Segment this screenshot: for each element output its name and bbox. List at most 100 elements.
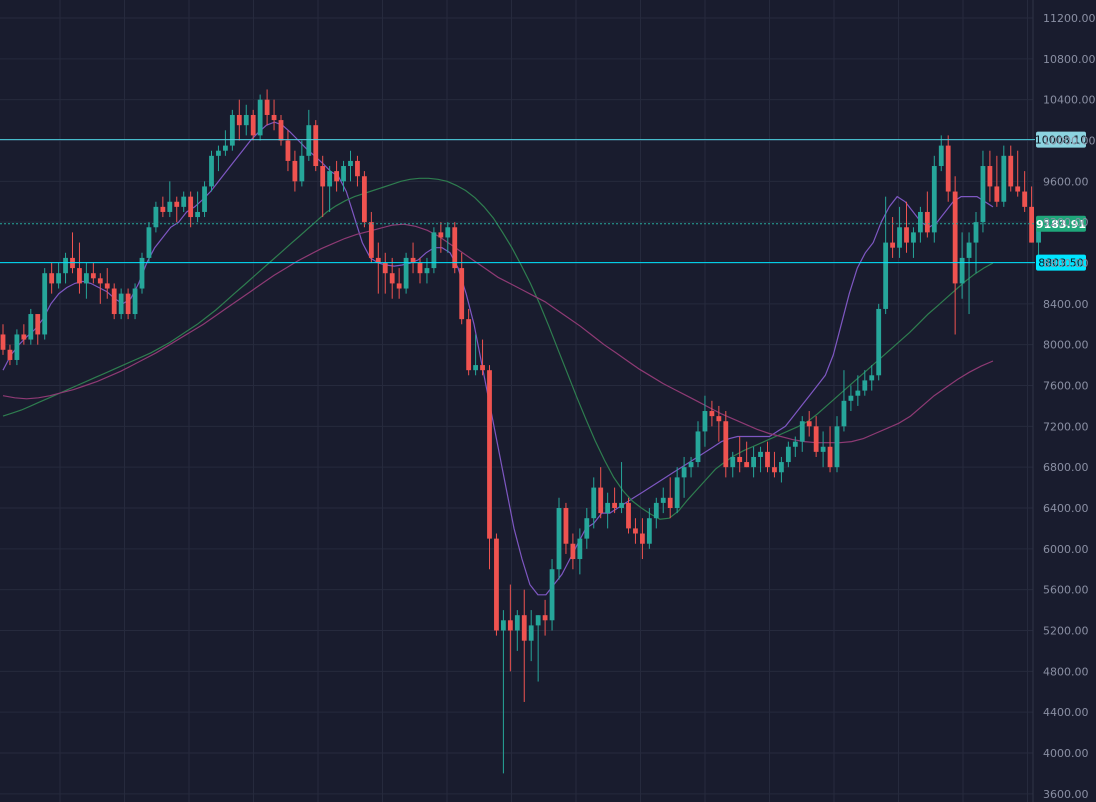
candle-body <box>264 99 270 115</box>
candle <box>362 171 367 228</box>
candle-body <box>160 206 166 212</box>
candle <box>334 160 339 192</box>
candle <box>445 222 451 253</box>
candle-body <box>549 569 555 621</box>
price-tick-label: 6800.00 <box>1043 461 1089 474</box>
candle <box>160 196 166 218</box>
candle <box>181 191 187 212</box>
price-tick-label: 7200.00 <box>1043 420 1089 433</box>
price-tick-label: 5600.00 <box>1043 584 1089 597</box>
candle <box>619 462 624 514</box>
candle <box>368 211 374 263</box>
candle <box>285 130 291 172</box>
candle-body <box>1015 186 1021 192</box>
candle-body <box>452 227 458 269</box>
candlestick-series <box>0 89 1041 774</box>
candle-body <box>772 467 777 473</box>
candle <box>146 222 152 263</box>
candle-body <box>466 319 472 371</box>
candle-body <box>633 528 638 534</box>
candle <box>306 109 312 161</box>
candle-body <box>855 390 861 396</box>
candle <box>834 416 840 473</box>
candle-body <box>348 160 353 167</box>
candle-body <box>653 502 659 519</box>
candle-body <box>285 140 291 161</box>
candle-body <box>924 211 930 233</box>
candle <box>605 492 611 529</box>
candle <box>563 502 569 554</box>
candle <box>535 615 541 682</box>
candle-body <box>118 293 124 315</box>
candle <box>674 467 680 514</box>
candle <box>514 610 520 651</box>
candle-body <box>0 334 6 350</box>
candle-body <box>146 227 152 258</box>
candle <box>271 99 277 131</box>
candle-body <box>341 166 346 182</box>
candle-body <box>42 273 48 335</box>
moving-average-line-3 <box>2 223 994 444</box>
candle <box>779 456 784 483</box>
candle <box>897 206 902 258</box>
candle <box>410 242 416 274</box>
candle <box>1001 145 1007 207</box>
candle-body <box>417 263 423 274</box>
candle-body <box>514 615 520 631</box>
candle-body <box>271 114 277 121</box>
candle-body <box>758 451 763 457</box>
candle <box>202 181 207 218</box>
candle-body <box>403 257 409 289</box>
candle <box>139 252 145 294</box>
candle-body <box>202 186 207 212</box>
candle-body <box>438 232 444 238</box>
candle <box>772 451 777 478</box>
candle <box>612 487 617 514</box>
candle <box>1008 145 1014 192</box>
candle-body <box>1022 191 1028 207</box>
candle-body <box>911 232 916 243</box>
candle-body <box>501 620 506 631</box>
candle-body <box>97 278 103 284</box>
candle-body <box>945 145 951 192</box>
candle-body <box>716 416 722 422</box>
price-tag-bg <box>1036 254 1086 271</box>
candle-body <box>181 196 187 207</box>
candle-body <box>125 293 131 315</box>
candle-body <box>542 615 548 621</box>
candle <box>869 365 875 391</box>
candle-body <box>195 211 200 218</box>
candle <box>431 227 437 274</box>
candle <box>1015 150 1021 197</box>
horizontal-price-lines[interactable]: 10008.10 9183.91 8803.50 <box>0 131 1087 271</box>
candle <box>257 94 263 141</box>
price-tick-label: 10000.00 <box>1043 135 1096 148</box>
price-tick-label: 7600.00 <box>1043 380 1089 393</box>
candle <box>862 370 868 396</box>
candle <box>42 268 48 340</box>
candle <box>473 334 478 376</box>
candle <box>355 155 360 187</box>
candle-body <box>605 502 611 514</box>
candle-body <box>584 518 590 539</box>
candle <box>77 242 82 294</box>
candle-body <box>626 502 631 529</box>
candle <box>640 518 645 560</box>
candle <box>49 263 55 294</box>
moving-average-line-1 <box>2 121 994 596</box>
moving-average-line-2 <box>2 177 994 520</box>
moving-average-lines <box>2 121 994 596</box>
candle <box>758 446 763 473</box>
candle-body <box>556 508 562 570</box>
price-tag-bg <box>1036 215 1086 232</box>
candle-body <box>938 145 944 167</box>
price-axis[interactable]: 11200.00 10800.00 10400.00 10000.00 9600.00 9… <box>1043 12 1096 801</box>
candle <box>21 324 27 345</box>
candle-body <box>174 201 180 207</box>
candle-body <box>883 242 889 309</box>
candle-body <box>521 615 527 641</box>
candle <box>389 257 395 299</box>
candle-body <box>577 538 583 560</box>
candle-body <box>876 308 882 376</box>
